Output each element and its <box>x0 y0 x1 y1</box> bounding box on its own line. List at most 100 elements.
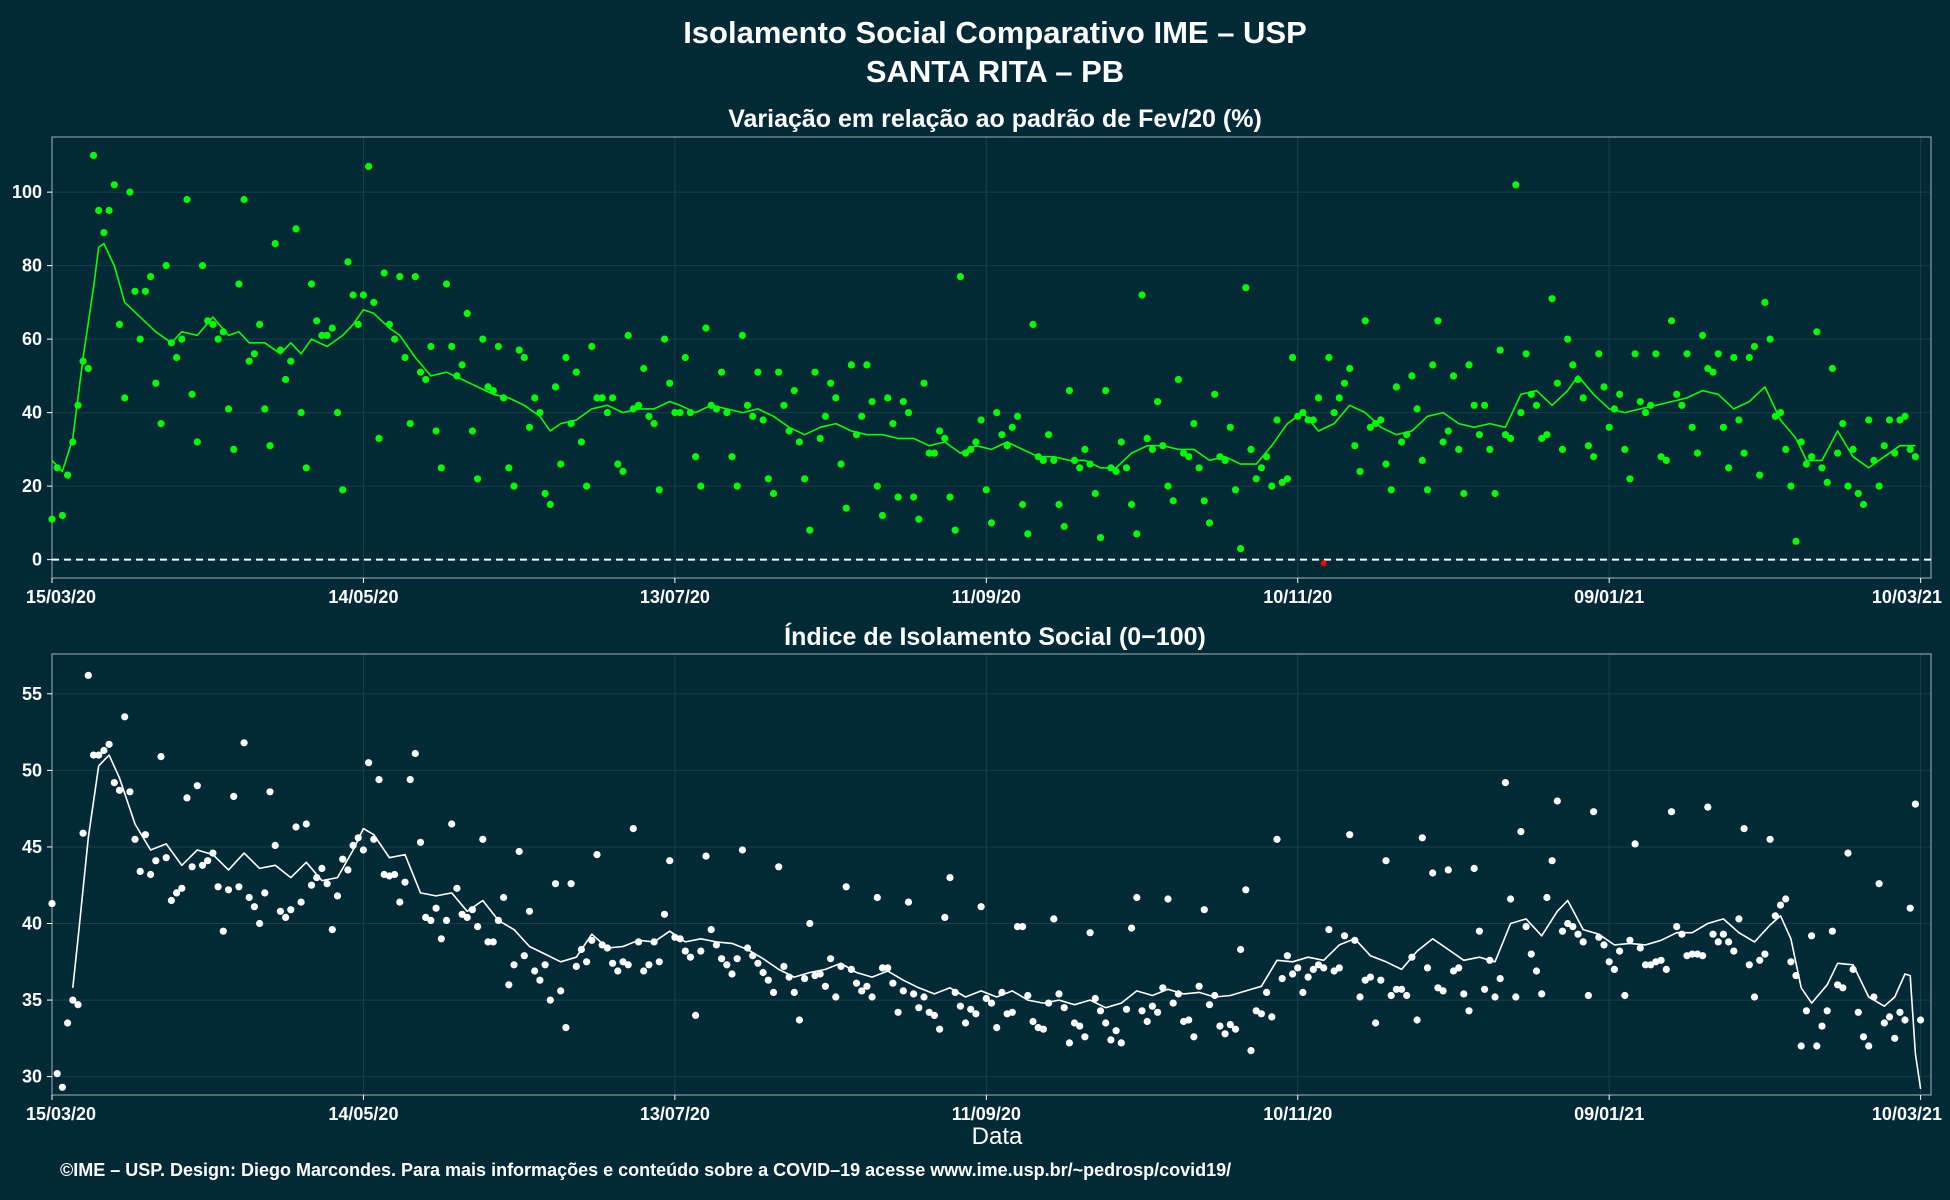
data-point <box>141 831 149 839</box>
data-point <box>702 852 710 860</box>
data-point <box>178 335 186 343</box>
data-point <box>1107 1036 1115 1044</box>
data-point <box>1164 895 1172 903</box>
data-point <box>1221 1030 1229 1038</box>
data-point <box>1294 964 1302 972</box>
data-point <box>749 952 757 960</box>
data-point <box>1475 927 1483 935</box>
data-point <box>603 944 612 952</box>
data-point <box>775 368 783 376</box>
data-point <box>1636 944 1644 952</box>
data-point <box>1756 471 1764 479</box>
data-point <box>89 151 98 159</box>
data-point <box>1366 423 1374 431</box>
data-point <box>1299 988 1307 997</box>
data-point <box>230 445 238 453</box>
data-point <box>79 357 87 365</box>
data-point <box>209 849 217 857</box>
data-point <box>915 1004 923 1012</box>
data-point <box>666 857 674 865</box>
x-tick-label: 11/09/20 <box>952 1104 1021 1124</box>
data-point <box>1553 379 1561 387</box>
data-point <box>1164 482 1172 490</box>
data-point <box>505 464 513 472</box>
data-point <box>723 961 731 969</box>
data-point <box>1200 497 1208 505</box>
data-point <box>318 331 326 339</box>
data-point <box>749 412 757 420</box>
data-point <box>1693 449 1701 457</box>
data-point <box>998 431 1006 439</box>
data-point <box>1911 453 1919 461</box>
data-point <box>614 967 622 975</box>
data-point <box>821 982 830 990</box>
data-point <box>1273 835 1281 843</box>
data-point <box>1133 893 1141 902</box>
data-point <box>297 409 305 417</box>
y-tick-label: 40 <box>22 403 42 423</box>
data-point <box>1107 464 1115 472</box>
data-point <box>707 926 715 934</box>
data-point <box>1750 342 1759 351</box>
data-point <box>432 427 440 435</box>
data-point <box>1096 1007 1105 1015</box>
data-point <box>448 342 456 351</box>
data-point <box>562 1024 570 1032</box>
data-point <box>64 471 72 479</box>
data-point <box>884 394 892 402</box>
data-point <box>655 486 663 494</box>
data-point <box>500 893 508 902</box>
data-point <box>598 394 606 402</box>
y-tick-label: 50 <box>22 760 42 780</box>
data-point <box>686 953 695 961</box>
data-point <box>832 993 840 1001</box>
data-point <box>1740 825 1748 833</box>
panel-border <box>51 653 1932 1096</box>
data-point <box>1289 970 1297 978</box>
data-point <box>868 993 876 1001</box>
data-point <box>339 855 347 863</box>
data-point <box>422 375 430 384</box>
data-point <box>1839 984 1847 992</box>
data-point <box>1673 390 1681 398</box>
data-point <box>126 788 134 796</box>
data-point <box>79 829 87 837</box>
data-point <box>297 898 305 906</box>
data-point <box>1574 930 1582 938</box>
data-point <box>645 412 653 420</box>
data-point <box>697 947 705 955</box>
data-point <box>1034 453 1042 461</box>
data-point <box>152 379 160 387</box>
data-point <box>287 357 295 365</box>
data-point <box>1527 390 1535 398</box>
data-point <box>349 841 357 850</box>
figure-subtitle: SANTA RITA – PB <box>866 54 1124 89</box>
data-point <box>1325 926 1333 934</box>
data-point <box>1418 834 1426 842</box>
data-point <box>1408 953 1416 961</box>
y-tick-label: 100 <box>12 182 42 202</box>
data-point <box>1543 431 1551 439</box>
data-point <box>1896 1008 1904 1016</box>
data-point <box>961 449 970 457</box>
data-point <box>1148 445 1156 453</box>
data-point <box>910 493 918 501</box>
data-point <box>583 958 591 966</box>
data-point <box>951 526 959 534</box>
data-point <box>1532 967 1541 975</box>
data-point <box>204 857 212 865</box>
data-point <box>733 482 741 490</box>
data-point <box>141 287 149 295</box>
data-point <box>1787 958 1795 966</box>
data-point <box>1444 866 1452 874</box>
data-point <box>1356 993 1364 1001</box>
data-point <box>946 493 954 501</box>
data-point <box>847 361 856 369</box>
data-point <box>1252 1007 1260 1015</box>
data-point <box>1776 901 1785 909</box>
data-point <box>1060 522 1068 531</box>
data-point <box>1802 460 1810 468</box>
data-point <box>1595 350 1603 358</box>
data-point <box>266 442 274 450</box>
data-point <box>816 434 824 442</box>
